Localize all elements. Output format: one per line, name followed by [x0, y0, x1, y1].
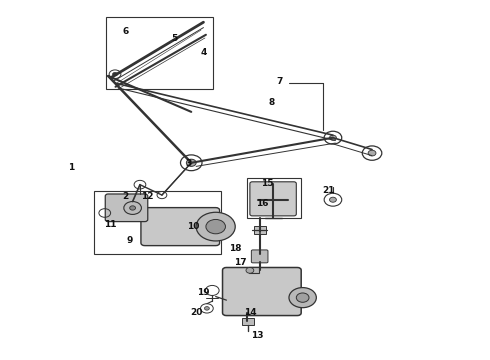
Text: 16: 16 — [256, 199, 269, 208]
Circle shape — [206, 220, 225, 234]
FancyBboxPatch shape — [222, 267, 301, 316]
Circle shape — [186, 159, 196, 166]
Circle shape — [368, 150, 376, 156]
Text: 17: 17 — [234, 258, 246, 267]
Circle shape — [330, 135, 336, 140]
Text: 6: 6 — [122, 27, 128, 36]
Text: 3: 3 — [186, 159, 192, 168]
Text: 18: 18 — [229, 244, 242, 253]
Text: 4: 4 — [200, 48, 207, 57]
Bar — [94, 191, 220, 253]
Bar — [254, 226, 266, 234]
Circle shape — [246, 267, 254, 273]
Bar — [247, 178, 301, 218]
Text: 15: 15 — [261, 179, 273, 188]
Bar — [242, 318, 254, 325]
Text: 12: 12 — [141, 192, 153, 201]
Text: 8: 8 — [269, 98, 275, 107]
Text: 10: 10 — [188, 222, 200, 231]
Circle shape — [130, 206, 136, 210]
Circle shape — [113, 72, 118, 76]
Text: 1: 1 — [69, 163, 74, 172]
Bar — [106, 17, 213, 89]
Text: 21: 21 — [322, 186, 334, 195]
FancyBboxPatch shape — [141, 208, 220, 246]
FancyBboxPatch shape — [250, 182, 296, 216]
Circle shape — [289, 288, 317, 308]
Text: 2: 2 — [122, 192, 128, 201]
Text: 20: 20 — [190, 308, 202, 317]
Text: 7: 7 — [276, 77, 282, 86]
Circle shape — [296, 293, 309, 302]
Circle shape — [196, 212, 235, 241]
Circle shape — [124, 202, 142, 215]
Bar — [249, 267, 259, 273]
Text: 5: 5 — [171, 34, 177, 43]
Text: 14: 14 — [244, 308, 256, 317]
Text: 13: 13 — [251, 332, 264, 341]
FancyBboxPatch shape — [251, 250, 268, 263]
Text: 19: 19 — [197, 288, 210, 297]
Text: 11: 11 — [104, 220, 117, 229]
Circle shape — [330, 197, 336, 202]
Text: 9: 9 — [127, 237, 133, 246]
Circle shape — [204, 307, 209, 310]
FancyBboxPatch shape — [105, 194, 148, 222]
